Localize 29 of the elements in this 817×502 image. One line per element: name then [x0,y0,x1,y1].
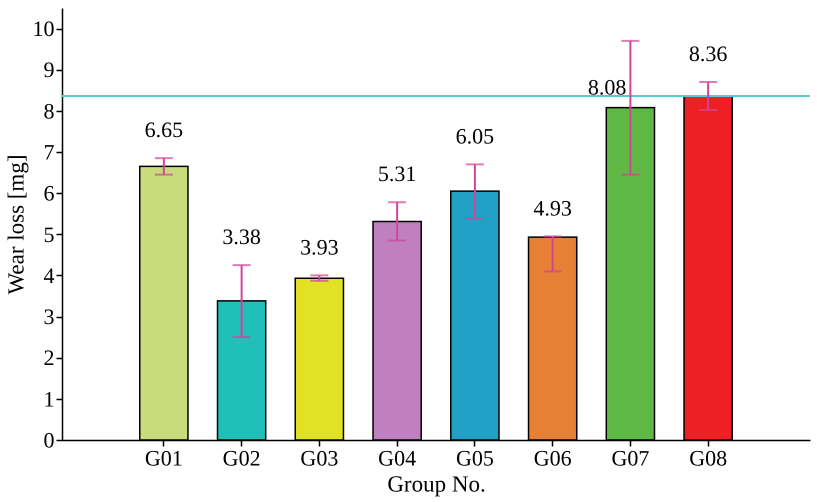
data-label: 4.93 [533,195,572,220]
y-tick-label: 6 [44,180,54,206]
x-tick-label: G03 [300,446,338,470]
y-tick-label: 0 [44,428,54,452]
x-tick-label: G02 [222,446,261,470]
data-label: 3.38 [222,224,261,250]
y-tick-label: 9 [44,57,54,82]
data-label: 5.31 [378,161,416,186]
y-tick-label: 5 [44,222,54,247]
data-label: 3.93 [300,234,339,260]
x-tick-label: G08 [689,446,728,470]
x-tick-label: G07 [611,446,650,470]
data-label: 6.05 [456,123,494,148]
x-tick-label: G06 [534,446,572,470]
x-axis-title: Group No. [387,472,486,496]
x-tick-label: G01 [144,446,183,470]
data-label: 8.36 [688,41,728,66]
y-tick-label: 8 [44,98,54,124]
x-tick-label: G05 [456,446,494,470]
data-label: 6.65 [144,117,184,142]
data-label: 8.08 [588,74,626,100]
y-tick-label: 1 [44,386,54,412]
x-tick-label: G04 [378,446,416,470]
y-tick-label: 10 [32,16,54,42]
y-tick-label: 3 [44,304,54,330]
y-tick-label: 7 [44,140,54,164]
y-axis-title: Wear loss [mg] [4,154,28,294]
y-tick-label: 4 [44,262,54,288]
y-tick-label: 2 [44,345,54,370]
